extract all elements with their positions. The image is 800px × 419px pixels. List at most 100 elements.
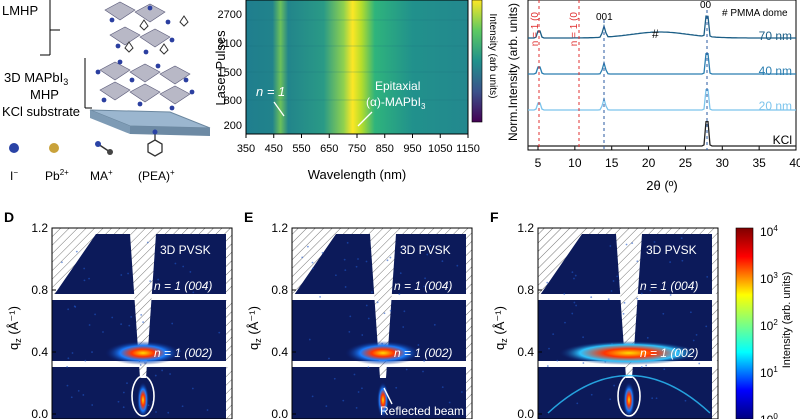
- noise-dot: [348, 331, 350, 333]
- noise-dot: [390, 257, 392, 259]
- label-n1-002: n = 1 (002): [640, 346, 698, 360]
- methylammonium-icon: [95, 141, 113, 155]
- noise-dot: [84, 279, 86, 281]
- lead-icon: [49, 143, 59, 153]
- c-xtick: 25: [679, 156, 693, 170]
- c-xtick: 15: [605, 156, 619, 170]
- label-n1-004: n = 1 (004): [394, 279, 452, 293]
- b-xtick: 950: [403, 143, 421, 155]
- ytick-label: 0.4: [517, 345, 534, 359]
- noise-dot: [623, 313, 625, 315]
- c-trace-label-20: 20 nm: [759, 99, 792, 113]
- noise-dot: [169, 373, 171, 375]
- b-xtick: 1050: [428, 143, 452, 155]
- b-ytick: 2700: [218, 9, 242, 21]
- panel-a-legend: I− Pb2+ MA+ (PEA)+: [9, 130, 175, 184]
- noise-dot: [155, 375, 157, 377]
- noise-dot: [685, 400, 687, 402]
- label-3d-pvsk: 3D PVSK: [160, 243, 211, 257]
- ytick-label: 0.8: [517, 283, 534, 297]
- legend-ma: MA+: [90, 168, 113, 183]
- c-peak-00x: 00: [700, 0, 712, 11]
- c-trace-line: [528, 54, 796, 74]
- label-3d-pvsk: 3D PVSK: [400, 243, 451, 257]
- c-legend-pmma: # PMMA dome: [722, 8, 788, 19]
- cb-tick-2: 102: [760, 318, 778, 333]
- noise-dot: [74, 306, 76, 308]
- noise-dot: [626, 244, 628, 246]
- noise-dot: [72, 352, 74, 354]
- noise-dot: [91, 404, 93, 406]
- noise-dot: [631, 242, 633, 244]
- b-xtick: 550: [292, 143, 310, 155]
- cb-tick-1: 101: [760, 365, 778, 380]
- noise-dot: [301, 256, 303, 258]
- noise-dot: [366, 261, 368, 263]
- label-n1-002: n = 1 (002): [154, 346, 212, 360]
- noise-dot: [128, 325, 130, 327]
- noise-dot: [461, 391, 463, 393]
- noise-dot: [91, 351, 93, 353]
- noise-dot: [174, 263, 176, 265]
- noise-dot: [636, 298, 638, 300]
- noise-dot: [651, 397, 653, 399]
- c-xlabel: 2θ (º): [646, 178, 677, 193]
- panel-a-schematic: LMHP 3D MAPbI3 MHP KCl substrate: [2, 0, 210, 183]
- noise-dot: [358, 391, 360, 393]
- noise-dot: [641, 366, 643, 368]
- c-xtick: 5: [535, 156, 542, 170]
- noise-dot: [127, 273, 129, 275]
- noise-dot: [366, 305, 368, 307]
- b-xtick: 850: [376, 143, 394, 155]
- label-reflected-beam: Reflected beam: [380, 404, 464, 418]
- noise-dot: [547, 365, 549, 367]
- noise-dot: [564, 322, 566, 324]
- b-xtick: 450: [265, 143, 283, 155]
- noise-dot: [576, 402, 578, 404]
- noise-dot: [319, 296, 321, 298]
- noise-dot: [147, 242, 149, 244]
- cb-tick-0: 100: [760, 412, 778, 419]
- noise-dot: [307, 246, 309, 248]
- b-ytick: 2100: [218, 38, 242, 50]
- noise-dot: [66, 366, 68, 368]
- noise-dot: [61, 261, 63, 263]
- noise-dot: [167, 412, 169, 414]
- specular-rod: [137, 382, 149, 418]
- gixd-colorbar: 104 103 102 101 100 Intensity (arb. unit…: [736, 224, 793, 419]
- noise-dot: [102, 331, 104, 333]
- ytick-label: 0.4: [31, 345, 48, 359]
- noise-dot: [78, 390, 80, 392]
- noise-dot: [669, 261, 671, 263]
- noise-dot: [71, 396, 73, 398]
- noise-dot: [662, 313, 664, 315]
- noise-dot: [149, 280, 151, 282]
- noise-dot: [636, 260, 638, 262]
- b-colorbar: [472, 0, 482, 122]
- noise-dot: [118, 401, 120, 403]
- noise-dot: [563, 293, 565, 295]
- b-annotation-mapbi3: (α)-MAPbI3: [366, 95, 426, 111]
- noise-dot: [120, 274, 122, 276]
- noise-dot: [582, 336, 584, 338]
- noise-dot: [390, 310, 392, 312]
- noise-dot: [171, 323, 173, 325]
- ytick-label: 0.8: [271, 283, 288, 297]
- noise-dot: [613, 385, 615, 387]
- noise-dot: [573, 278, 575, 280]
- noise-dot: [571, 271, 573, 273]
- noise-dot: [309, 339, 311, 341]
- cb-label: Intensity (arb. units): [781, 272, 793, 369]
- noise-dot: [690, 311, 692, 313]
- noise-dot: [575, 305, 577, 307]
- panel-c-xrd: Norm.Intensity (arb. units) 5 10 15 20 25 30 3…: [506, 0, 800, 193]
- noise-dot: [67, 357, 69, 359]
- noise-dot: [335, 274, 337, 276]
- c-xtick: 20: [642, 156, 656, 170]
- b-annotation-n1: n = 1: [256, 84, 285, 99]
- noise-dot: [357, 258, 359, 260]
- c-xtick: 40: [789, 156, 800, 170]
- gixd-panel-d: D3D PVSKn = 1 (004)n = 1 (002)1.20.80.40…: [4, 209, 232, 419]
- noise-dot: [88, 278, 90, 280]
- noise-dot: [142, 321, 144, 323]
